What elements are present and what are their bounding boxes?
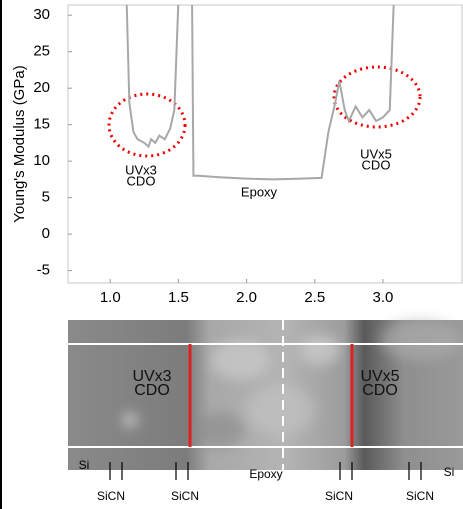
y-tick-label: 20 [33, 79, 50, 96]
image-label: SiCN [325, 489, 353, 503]
y-tick-label: 5 [42, 189, 50, 206]
image-label: SiCN [97, 489, 125, 503]
y-tick-label: -5 [37, 262, 50, 279]
annotation: UVx5 [360, 146, 392, 161]
y-tick-label: 0 [42, 225, 50, 242]
highlight-ellipse [107, 92, 187, 158]
y-tick-label: 30 [33, 6, 50, 23]
y-tick-label: 25 [33, 43, 50, 60]
plot-frame [67, 4, 463, 284]
annotation: Epoxy [241, 184, 278, 199]
annotation: UVx3 [125, 162, 157, 177]
x-tick-label: 2.0 [236, 289, 257, 306]
data-line [125, 5, 395, 181]
annotation: CDO [127, 173, 156, 188]
image-label: CDO [134, 382, 170, 399]
image-label: CDO [362, 382, 398, 399]
x-tick-label: 2.5 [304, 289, 325, 306]
highlight-ellipse [332, 65, 422, 129]
plot-area [125, 5, 395, 181]
y-axis-label: Young's Modulus (GPa) [11, 65, 28, 222]
image-label: Si [444, 465, 455, 479]
x-tick-label: 1.0 [100, 289, 121, 306]
image-label: UVx3 [132, 368, 171, 385]
x-tick-label: 1.5 [168, 289, 189, 306]
image-label: SiCN [406, 489, 434, 503]
image-label: SiCN [171, 489, 199, 503]
image-label: UVx5 [360, 368, 399, 385]
image-label: Si [79, 458, 90, 472]
image-label: Epoxy [249, 467, 282, 481]
y-tick-label: 10 [33, 152, 50, 169]
afm-image [68, 320, 463, 470]
y-tick-label: 15 [33, 116, 50, 133]
x-tick-label: 3.0 [372, 289, 393, 306]
annotation: CDO [362, 157, 391, 172]
layer-markers [109, 462, 422, 480]
